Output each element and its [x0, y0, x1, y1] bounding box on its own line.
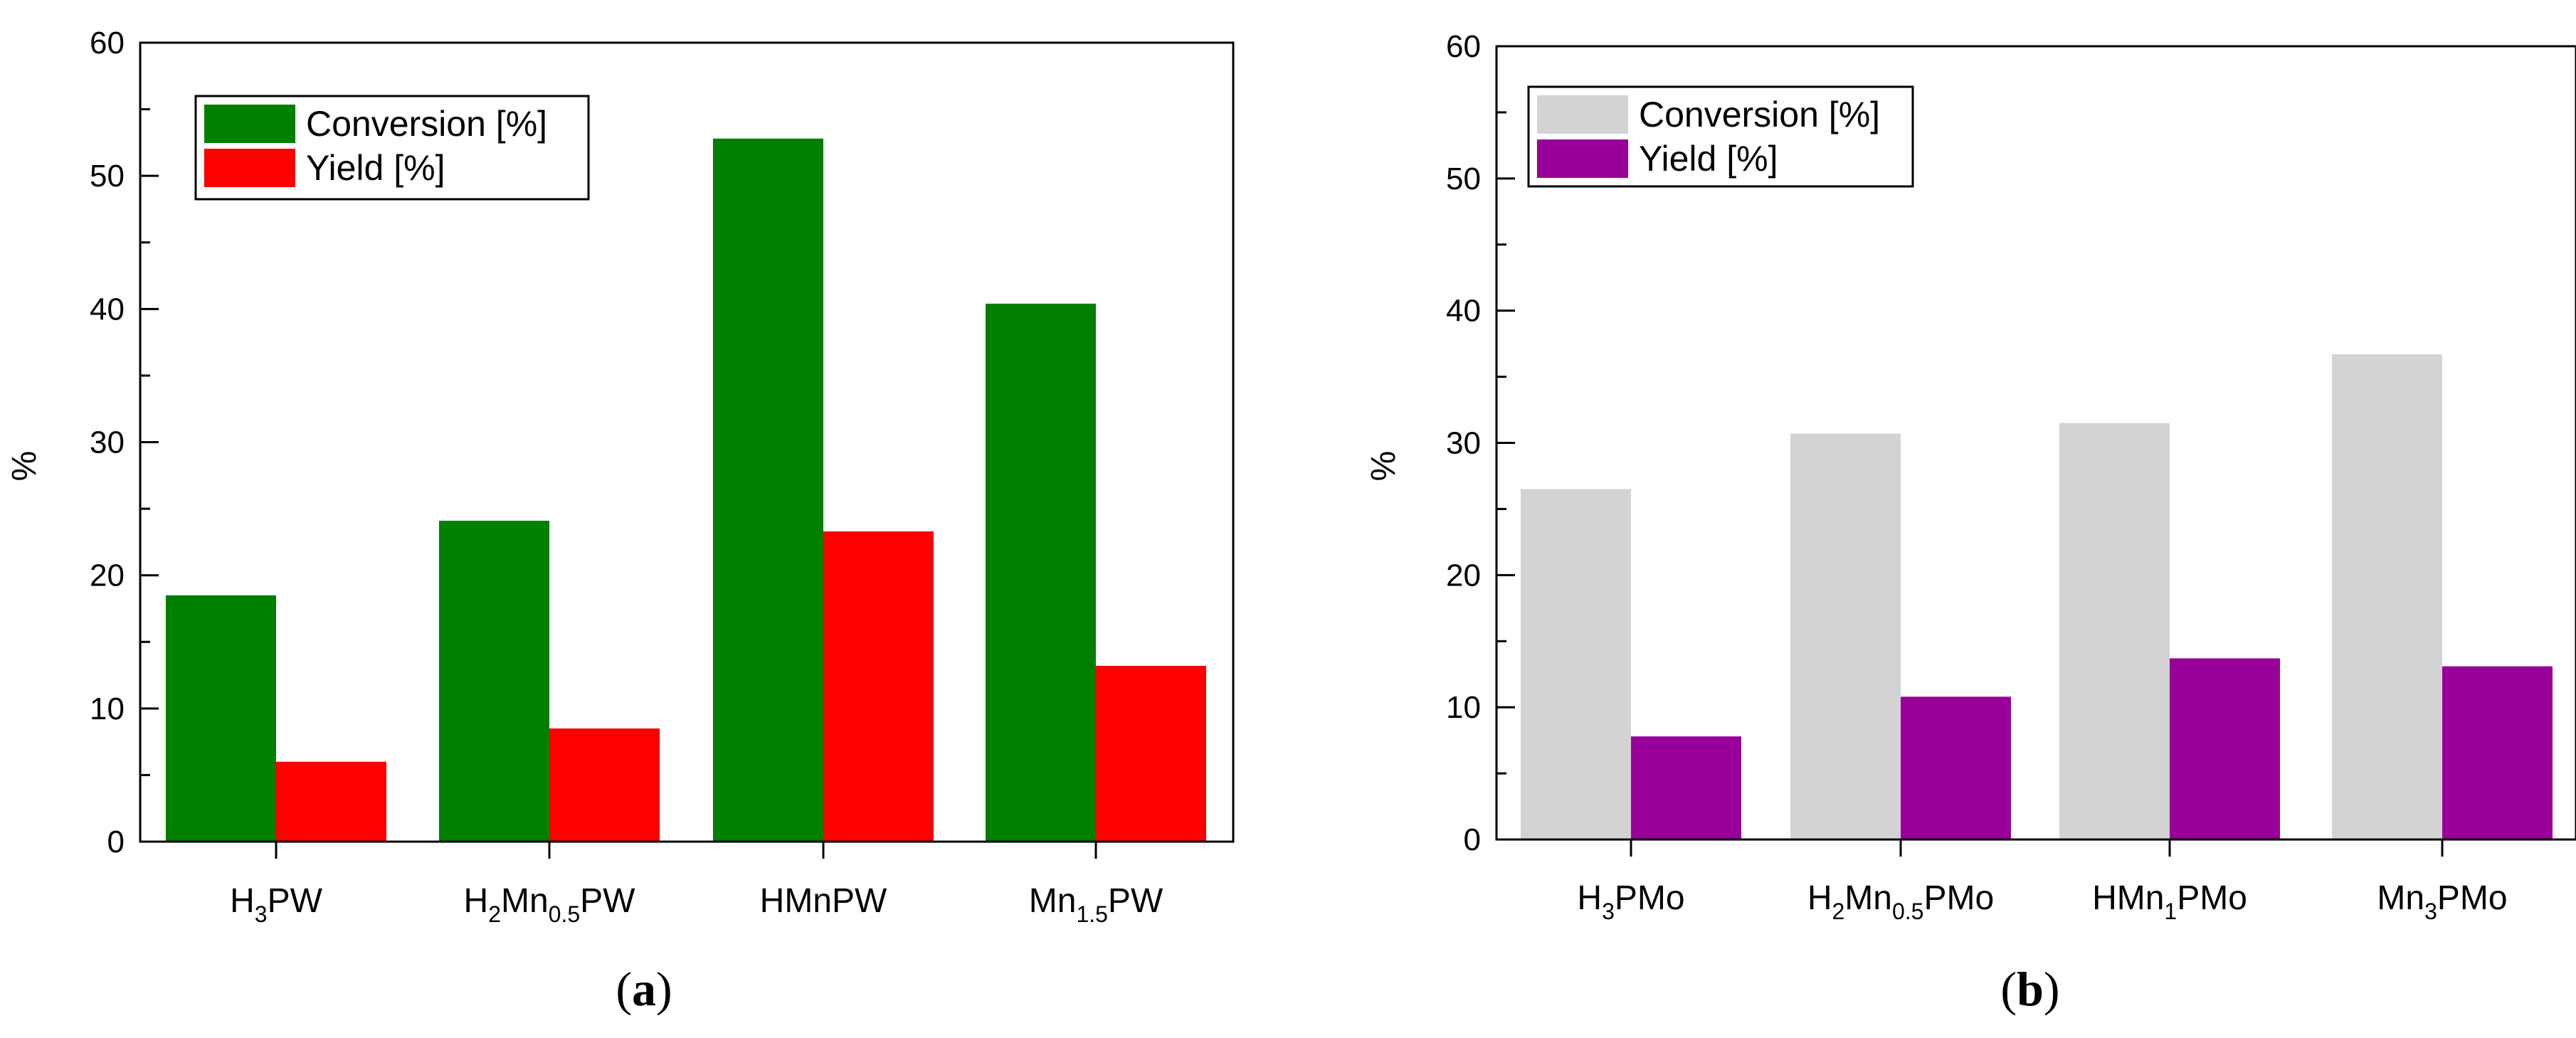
bar-yield-1: [276, 761, 386, 842]
y-axis-label: %: [1365, 451, 1403, 482]
x-tick-label: Mn1.5PW: [1029, 882, 1163, 927]
panel-label-part: a: [632, 962, 656, 1016]
y-tick-label: 20: [1446, 558, 1481, 593]
panel-label-part: (: [616, 962, 632, 1016]
bar-yield-3: [823, 531, 934, 842]
x-tick-label: H3PMo: [1577, 879, 1684, 924]
label-text: PMo: [2177, 879, 2247, 917]
x-tick-label: HMn1PMo: [2092, 879, 2247, 924]
x-tick-label: H2Mn0.5PMo: [1807, 879, 1994, 924]
subscript: 3: [2424, 899, 2437, 924]
label-text: Mn: [501, 882, 549, 920]
legend-swatch-yield: [204, 149, 295, 187]
label-text: PW: [1108, 882, 1163, 920]
legend-label-yield: Yield [%]: [306, 148, 445, 188]
label-text: Mn: [1029, 882, 1077, 920]
y-axis-label: %: [6, 451, 43, 482]
panel-label-part: (: [2000, 962, 2017, 1016]
bar-conversion-4: [2332, 354, 2442, 840]
legend-label-yield: Yield [%]: [1639, 139, 1778, 179]
x-tick-label: Mn3PMo: [2377, 879, 2507, 924]
label-text: H: [464, 882, 489, 920]
panel-label-part: b: [2017, 962, 2044, 1016]
bar-yield-2: [549, 728, 660, 842]
subscript: 1.5: [1076, 901, 1107, 927]
legend-swatch-yield: [1537, 139, 1628, 178]
panel-label-part: ): [656, 962, 672, 1016]
y-tick-label: 10: [90, 692, 125, 726]
bar-yield-1: [1631, 736, 1741, 840]
y-tick-label: 30: [1446, 426, 1481, 461]
x-tick-label: HMnPW: [760, 882, 887, 920]
subscript: 1: [2164, 899, 2177, 924]
legend-swatch-conversion: [1537, 95, 1628, 134]
legend-label-conversion: Conversion [%]: [306, 104, 547, 144]
label-text: HMn: [2092, 879, 2164, 917]
panel-label-part: ): [2044, 962, 2060, 1016]
bar-yield-3: [2170, 658, 2280, 840]
bar-conversion-2: [439, 520, 549, 842]
bar-conversion-4: [986, 303, 1096, 842]
bar-conversion-3: [2059, 423, 2170, 840]
y-tick-label: 60: [1446, 29, 1481, 64]
label-text: PW: [268, 882, 323, 920]
subscript: 0.5: [1892, 899, 1923, 924]
label-text: H: [1577, 879, 1602, 917]
y-tick-label: 60: [90, 26, 125, 60]
subscript: 0.5: [549, 901, 580, 927]
label-text: H: [1807, 879, 1832, 917]
y-tick-label: 10: [1446, 690, 1481, 725]
panel-label: (b): [2000, 962, 2059, 1016]
bar-conversion-1: [166, 595, 276, 842]
bar-conversion-3: [713, 138, 823, 842]
y-tick-label: 40: [90, 292, 125, 327]
label-text: PMo: [1615, 879, 1685, 917]
bar-yield-4: [1096, 665, 1206, 842]
bar-yield-4: [2442, 666, 2553, 840]
label-text: H: [230, 882, 255, 920]
y-tick-label: 40: [1446, 294, 1481, 329]
subscript: 2: [488, 901, 501, 927]
y-tick-label: 30: [90, 425, 125, 460]
label-text: Mn: [2377, 879, 2424, 917]
label-text: PW: [580, 882, 635, 920]
bar-yield-2: [1901, 697, 2011, 840]
y-tick-label: 50: [1446, 161, 1481, 196]
label-text: PMo: [2437, 879, 2508, 917]
label-text: Mn: [1844, 879, 1892, 917]
label-text: HMnPW: [760, 882, 887, 920]
x-tick-label: H2Mn0.5PW: [464, 882, 636, 927]
bar-conversion-2: [1790, 433, 1901, 840]
y-tick-label: 50: [90, 159, 125, 194]
y-tick-label: 0: [107, 825, 125, 859]
subscript: 2: [1832, 899, 1845, 924]
y-tick-label: 0: [1464, 822, 1481, 857]
bar-conversion-1: [1521, 489, 1631, 840]
legend-label-conversion: Conversion [%]: [1639, 95, 1880, 134]
x-tick-label: H3PW: [230, 882, 322, 927]
y-tick-label: 20: [90, 558, 125, 593]
label-text: PMo: [1923, 879, 1994, 917]
legend-swatch-conversion: [204, 105, 295, 143]
subscript: 3: [1602, 899, 1615, 924]
subscript: 3: [255, 901, 268, 927]
panel-label: (a): [616, 962, 672, 1016]
